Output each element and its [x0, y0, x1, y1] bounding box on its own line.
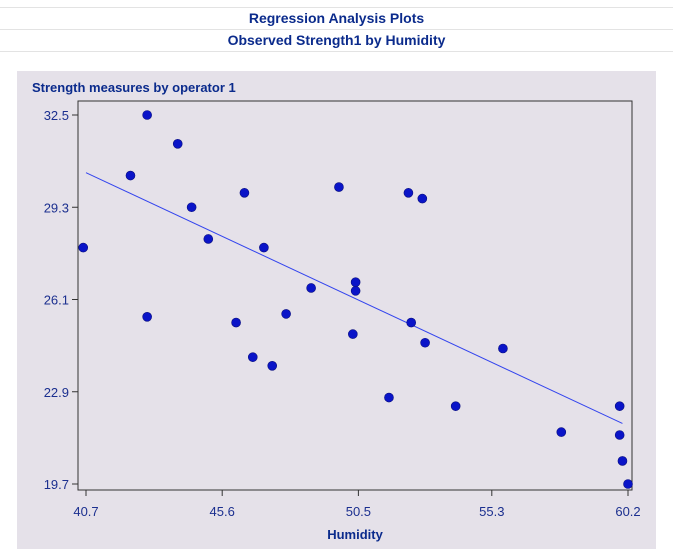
y-tick-label: 26.1: [44, 293, 69, 308]
header-rule-middle: [0, 29, 673, 30]
x-tick-label: 50.5: [346, 504, 371, 519]
data-points-layer: [78, 110, 633, 489]
data-point: [350, 286, 361, 296]
y-tick-label: 22.9: [44, 385, 69, 400]
data-point: [125, 170, 136, 181]
x-tick-label: 45.6: [210, 504, 235, 519]
data-point: [172, 139, 183, 149]
data-point: [617, 456, 628, 466]
data-point: [247, 352, 258, 362]
x-tick-label: 40.7: [73, 504, 98, 519]
page-subtitle: Observed Strength1 by Humidity: [227, 32, 446, 48]
x-tick-label: 55.3: [479, 504, 504, 519]
data-point: [350, 277, 361, 288]
data-point: [259, 242, 269, 253]
x-axis-title: Humidity: [327, 527, 383, 542]
data-point: [186, 202, 197, 213]
y-axis-ticks: 19.7 22.9 26.1 29.3 32.5: [44, 108, 78, 492]
data-point: [78, 242, 89, 253]
plot-area: [77, 100, 633, 491]
chart-title: Strength measures by operator 1: [32, 80, 236, 95]
x-tick-label: 60.2: [615, 504, 640, 519]
data-point: [348, 329, 358, 339]
data-point: [239, 188, 250, 198]
data-point: [334, 182, 344, 192]
data-point: [614, 430, 625, 440]
data-point: [556, 427, 567, 437]
data-point: [384, 392, 394, 403]
y-tick-label: 19.7: [44, 477, 69, 492]
x-axis-ticks: 40.7 45.6 50.5 55.3 60.2: [73, 490, 641, 519]
data-point: [203, 234, 214, 244]
data-point: [417, 193, 428, 204]
header-rule-bottom: [0, 51, 673, 52]
data-point: [403, 188, 414, 198]
data-point: [406, 317, 417, 328]
data-point: [450, 401, 461, 411]
data-point: [142, 311, 152, 322]
regression-line-layer: [85, 172, 623, 424]
data-point: [306, 283, 316, 293]
data-point: [231, 317, 241, 328]
data-point: [142, 110, 152, 120]
header-rule-top: [0, 7, 673, 8]
data-point: [420, 337, 430, 348]
data-point: [623, 479, 633, 489]
y-tick-label: 32.5: [44, 108, 69, 123]
y-tick-label: 29.3: [44, 200, 69, 215]
data-point: [281, 309, 291, 319]
regression-line: [85, 172, 623, 424]
data-point: [267, 361, 278, 371]
page-title: Regression Analysis Plots: [248, 10, 425, 26]
data-point: [614, 401, 625, 411]
data-point: [498, 343, 508, 354]
